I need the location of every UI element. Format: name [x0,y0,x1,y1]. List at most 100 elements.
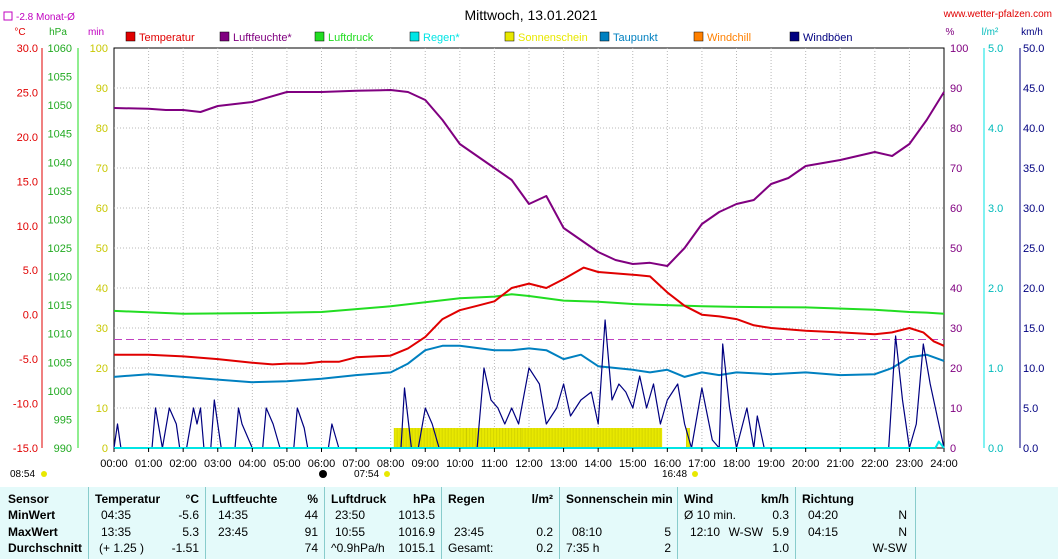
press-tick-label: 1055 [48,72,72,84]
dir-avg-value: W-SW [872,541,907,555]
dir-max-time: 04:15 [808,525,839,539]
press-trend: ^0.9hPa/h [331,541,385,555]
temp-tick-label: -5.0 [19,354,38,366]
dir-min-value: N [898,508,907,522]
col-wind: Wind km/h Ø 10 min. 0.3 12:10 W-SW 5.9 1.0 [678,487,796,559]
sunset-icon [692,471,698,477]
temp-avg-diff: (+ 1.25 ) [99,541,145,555]
hum-max-value: 91 [304,525,318,539]
press-tick-label: 1015 [48,300,72,312]
col-direction: Richtung 04:20 N 04:15 N W-SW [796,487,916,559]
sun-tick-label: 10 [96,403,108,415]
press-tick-label: 990 [54,443,72,455]
wind-tick-label: 10.0 [1023,363,1044,375]
sun-tick-label: 90 [96,83,108,95]
x-tick-label: 09:00 [411,458,439,470]
press-tick-label: 1010 [48,329,72,341]
x-tick-label: 06:00 [308,458,336,470]
col-rain: Regen l/m² 23:45 0.2 Gesamt: 0.2 [442,487,560,559]
header-press-unit: hPa [412,492,435,506]
series-line-regen [114,440,945,449]
hum-tick-label: 10 [950,403,962,415]
sun-tick-label: 100 [90,43,108,55]
x-tick-label: 04:00 [239,458,267,470]
legend-swatch [409,31,420,42]
hum-unit: % [946,27,955,38]
sunshine-start-time: 07:54 [354,469,379,480]
wind-avg-interval: Ø 10 min. [684,508,737,522]
x-tick-label: 17:00 [688,458,716,470]
hum-tick-label: 90 [950,83,962,95]
series-line-luftdruck [113,293,945,315]
hum-tick-label: 70 [950,163,962,175]
legend-swatch [504,31,515,42]
wind-max-direction: W-SW [728,525,763,539]
weather-chart: 30.0 25.0 20.0 15.0 10.0 5.0 0.0 -5.0 -10.0 -15.0… [3,7,1052,480]
wind-tick-label: 35.0 [1023,163,1044,175]
legend-swatch [599,31,610,42]
hum-tick-label: 20 [950,363,962,375]
hum-min-time: 14:35 [218,508,249,522]
sun-tick-label: 40 [96,283,108,295]
sun-tick-label: 0 [102,443,108,455]
series-line-luftfeuchte [113,89,945,267]
x-tick-label: 18:00 [723,458,751,470]
header-rain-unit: l/m² [531,492,553,506]
press-tick-label: 1000 [48,386,72,398]
series-group [113,89,945,449]
label-avg: Durchschnitt [8,541,83,555]
statistics-table: Sensor MinWert MaxWert Durchschnitt Temp… [0,487,1058,559]
hum-tick-label: 50 [950,243,962,255]
website-link[interactable]: www.wetter-pfalzen.com [943,9,1052,20]
header-hum-unit: % [307,492,318,506]
press-tick-label: 1005 [48,357,72,369]
wind-avg-value: 1.0 [772,541,789,555]
rain-tick-label: 2.0 [988,283,1003,295]
x-tick-label: 05:00 [273,458,301,470]
hum-tick-label: 60 [950,203,962,215]
legend-label: Windböen [803,32,853,44]
wind-tick-label: 45.0 [1023,83,1044,95]
sun-tick-label: 30 [96,323,108,335]
legend-label: Windchill [707,32,751,44]
rain-tick-label: 0.0 [988,443,1003,455]
wind-tick-label: 0.0 [1023,443,1038,455]
sun-tick-label: 70 [96,163,108,175]
temp-tick-label: -15.0 [13,443,38,455]
x-tick-label: 01:00 [135,458,163,470]
temp-tick-label: 0.0 [23,310,38,322]
rain-tick-label: 5.0 [988,43,1003,55]
hum-tick-label: 40 [950,283,962,295]
rain-tick-label: 3.0 [988,203,1003,215]
x-tick-label: 23:00 [896,458,924,470]
label-min: MinWert [8,508,56,522]
reference-marker-icon [3,11,13,21]
legend-label: Temperatur [139,32,195,44]
hum-max-time: 23:45 [218,525,249,539]
x-tick-label: 24:00 [930,458,958,470]
sun-unit: min [88,27,104,38]
sun-tick-label: 80 [96,123,108,135]
x-tick-label: 07:00 [342,458,370,470]
press-tick-label: 1050 [48,100,72,112]
col-pressure: Luftdruck hPa 23:50 1013.5 10:55 1016.9 ^0.… [325,487,442,559]
rain-max-time: 23:45 [454,525,485,539]
moon-icon [319,470,327,478]
legend-label: Taupunkt [613,32,658,44]
sun-tick-label: 50 [96,243,108,255]
header-dir: Richtung [802,492,854,506]
legend-label: Sonnenschein [518,32,588,44]
header-hum: Luftfeuchte [212,492,278,506]
temp-min-time: 04:35 [101,508,132,522]
sunset-time: 16:48 [662,469,687,480]
col-sensor: Sensor MinWert MaxWert Durchschnitt [0,487,89,559]
wind-tick-label: 5.0 [1023,403,1038,415]
x-tick-label: 22:00 [861,458,889,470]
legend-label: Regen* [423,32,460,44]
wind-max-time: 12:10 [690,525,721,539]
legend-label: Luftfeuchte* [233,32,292,44]
temp-tick-label: 20.0 [17,132,38,144]
wind-tick-label: 50.0 [1023,43,1044,55]
wind-tick-label: 20.0 [1023,283,1044,295]
rain-total-label: Gesamt: [448,541,494,555]
